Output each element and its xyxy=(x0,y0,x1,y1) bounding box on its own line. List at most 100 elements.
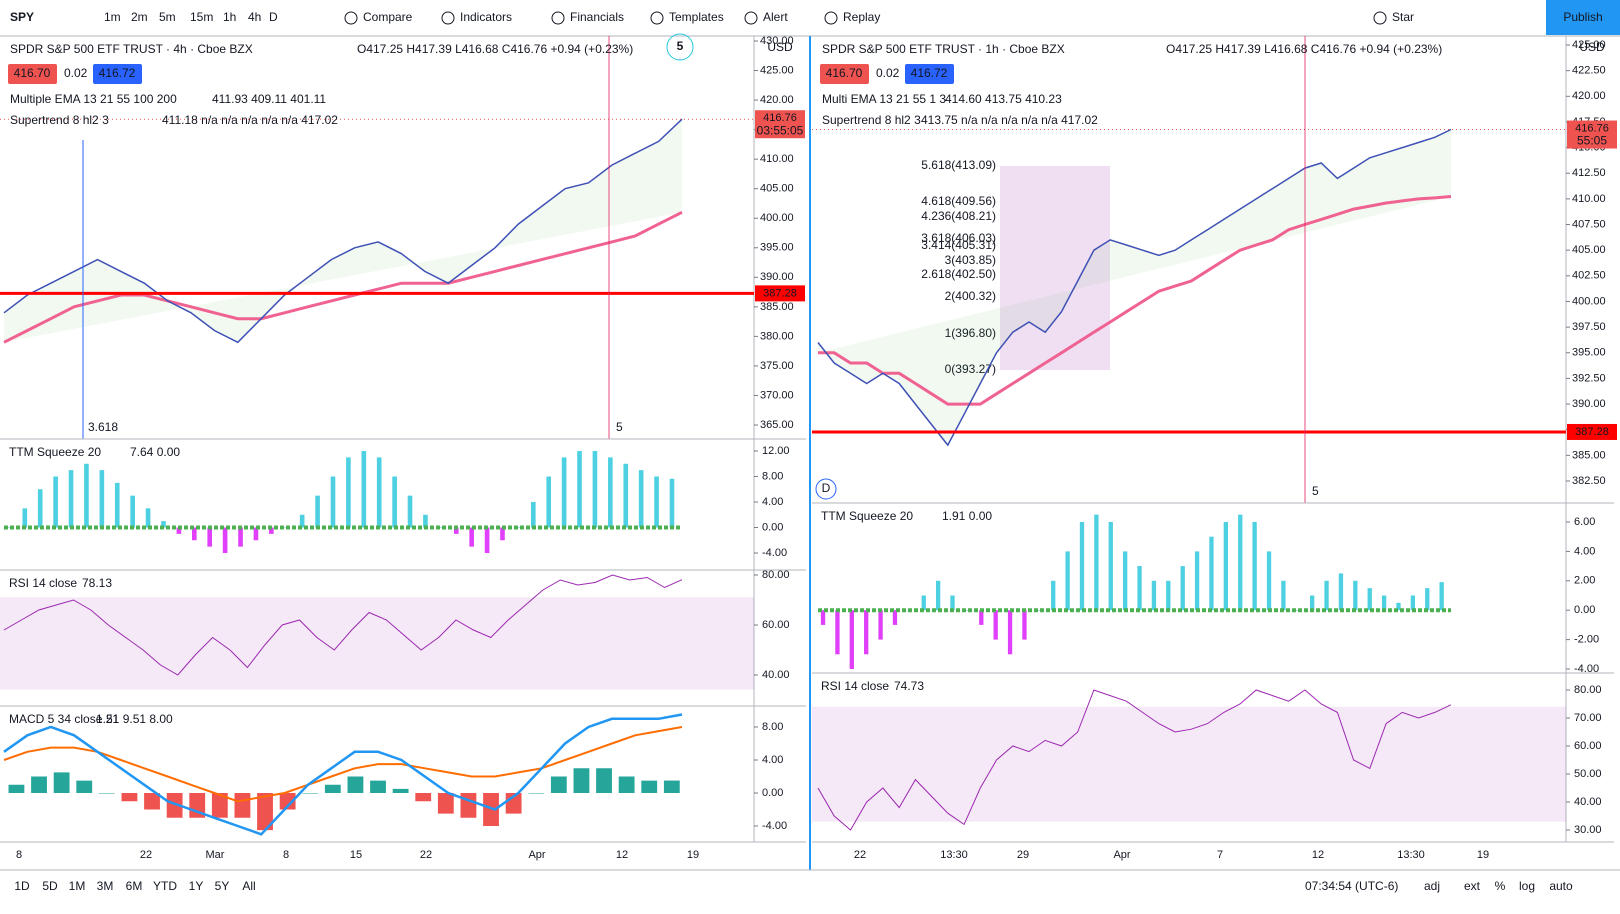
session-label: 5 xyxy=(1312,484,1319,498)
histogram-bar xyxy=(98,793,115,794)
pane-readout: 1.51 9.51 8.00 xyxy=(96,712,173,726)
range-button[interactable]: 1M xyxy=(69,879,86,893)
price-tick-label: 390.00 xyxy=(1572,398,1606,410)
time-label: 15 xyxy=(350,849,362,861)
countdown-label: 03:55:05 xyxy=(757,123,804,137)
histogram-bar xyxy=(1022,610,1027,640)
toolbar-button[interactable]: Templates xyxy=(669,10,724,24)
histogram-bar xyxy=(1051,580,1056,611)
pane-tick-label: -4.00 xyxy=(762,547,787,559)
histogram-bar xyxy=(1266,551,1272,611)
axis-option[interactable]: log xyxy=(1519,879,1535,893)
pane-name: RSI 14 close xyxy=(821,679,889,693)
histogram-bar xyxy=(299,514,305,528)
ask-box xyxy=(905,64,954,84)
price-tick-label: 365.00 xyxy=(760,419,794,431)
histogram-bar xyxy=(234,793,251,818)
histogram-bar xyxy=(1151,580,1157,611)
button-icon xyxy=(551,11,565,25)
histogram-bar xyxy=(592,451,598,528)
range-button[interactable]: 6M xyxy=(126,879,143,893)
session-label: 5 xyxy=(616,420,623,434)
pane-tick-label: 80.00 xyxy=(1574,684,1602,696)
histogram-bar xyxy=(878,610,883,640)
histogram-bar xyxy=(546,476,552,528)
histogram-bar xyxy=(376,457,382,528)
pane-tick-label: 0.00 xyxy=(762,787,783,799)
histogram-bar xyxy=(835,610,840,655)
histogram-bar xyxy=(1180,566,1185,611)
pane-tick-label: 4.00 xyxy=(762,496,783,508)
histogram-bar xyxy=(315,495,320,528)
histogram-bar xyxy=(935,580,941,611)
histogram-bar xyxy=(964,610,970,611)
pane-tick-label: 70.00 xyxy=(1574,712,1602,724)
price-tick-label: 382.50 xyxy=(1572,475,1606,487)
price-tick-label: 420.00 xyxy=(1572,90,1606,102)
histogram-bar xyxy=(76,780,93,793)
interval-button[interactable]: 2m xyxy=(131,10,148,24)
histogram-bar xyxy=(7,527,12,528)
marker-circle xyxy=(666,33,694,61)
level-tag xyxy=(1567,423,1617,440)
toolbar-button[interactable]: Alert xyxy=(763,10,788,24)
wave-circle xyxy=(815,478,837,500)
range-button[interactable]: 1Y xyxy=(189,879,204,893)
time-label: 22 xyxy=(420,849,432,861)
range-button[interactable]: 5Y xyxy=(215,879,230,893)
wave-label: 3.618 xyxy=(88,420,118,434)
toolbar-button[interactable]: Star xyxy=(1392,10,1414,24)
histogram-bar xyxy=(166,793,183,818)
interval-button[interactable]: 4h xyxy=(248,10,261,24)
interval-button[interactable]: D xyxy=(269,10,278,24)
fib-label: 2(400.32) xyxy=(945,289,996,303)
range-button[interactable]: YTD xyxy=(153,879,177,893)
range-button[interactable]: 1D xyxy=(14,879,30,893)
toolbar-button[interactable]: Replay xyxy=(843,10,880,24)
interval-button[interactable]: 1h xyxy=(223,10,236,24)
pane-tick-label: 4.00 xyxy=(1574,545,1595,557)
publish-button[interactable]: Publish xyxy=(1563,10,1602,24)
histogram-bar xyxy=(530,502,536,528)
range-button[interactable]: All xyxy=(242,879,255,893)
histogram-bar xyxy=(84,463,89,528)
price-tick-label: 410.00 xyxy=(1572,193,1606,205)
axis-option[interactable]: adj xyxy=(1424,879,1440,893)
fib-label: 5.618(413.09) xyxy=(921,158,996,172)
price-tick-label: 402.50 xyxy=(1572,270,1606,282)
interval-button[interactable]: 1m xyxy=(104,10,121,24)
symbol[interactable]: SPY xyxy=(10,10,34,24)
range-button[interactable]: 3M xyxy=(97,879,114,893)
spread: 0.02 xyxy=(876,66,900,80)
time-label: Apr xyxy=(528,849,545,861)
price-tick-label: 400.00 xyxy=(760,212,794,224)
interval-button[interactable]: 15m xyxy=(190,10,213,24)
time-label: Mar xyxy=(206,849,225,861)
supertrend-name: Supertrend 8 hl2 3 xyxy=(822,113,921,127)
histogram-bar xyxy=(1381,595,1387,611)
interval-button[interactable]: 5m xyxy=(159,10,176,24)
histogram-bar xyxy=(437,793,454,814)
histogram-bar xyxy=(302,793,319,794)
axis-option[interactable]: ext xyxy=(1464,879,1481,893)
histogram-bar xyxy=(68,470,74,528)
histogram-bar xyxy=(1338,573,1344,611)
price-tick-label: 400.00 xyxy=(1572,295,1606,307)
axis-option[interactable]: auto xyxy=(1549,879,1573,893)
last-price-label: 416.76 xyxy=(1575,122,1609,134)
currency-label: USD xyxy=(1579,40,1605,54)
range-button[interactable]: 5D xyxy=(42,879,58,893)
bid-box xyxy=(8,64,57,84)
pane-tick-label: 4.00 xyxy=(762,754,783,766)
price-tick-label: 395.00 xyxy=(1572,347,1606,359)
toolbar-button[interactable]: Indicators xyxy=(460,10,512,24)
toolbar-button[interactable]: Compare xyxy=(363,10,413,24)
pane-name: RSI 14 close xyxy=(9,576,77,590)
axis-option[interactable]: % xyxy=(1495,879,1506,893)
pane-tick-label: 0.00 xyxy=(762,521,783,533)
pane-tick-label: 6.00 xyxy=(1574,516,1595,528)
histogram-bar xyxy=(979,610,984,625)
time-label: 8 xyxy=(16,849,22,861)
toolbar-button[interactable]: Financials xyxy=(570,10,624,24)
level-label: 387.28 xyxy=(763,287,797,299)
